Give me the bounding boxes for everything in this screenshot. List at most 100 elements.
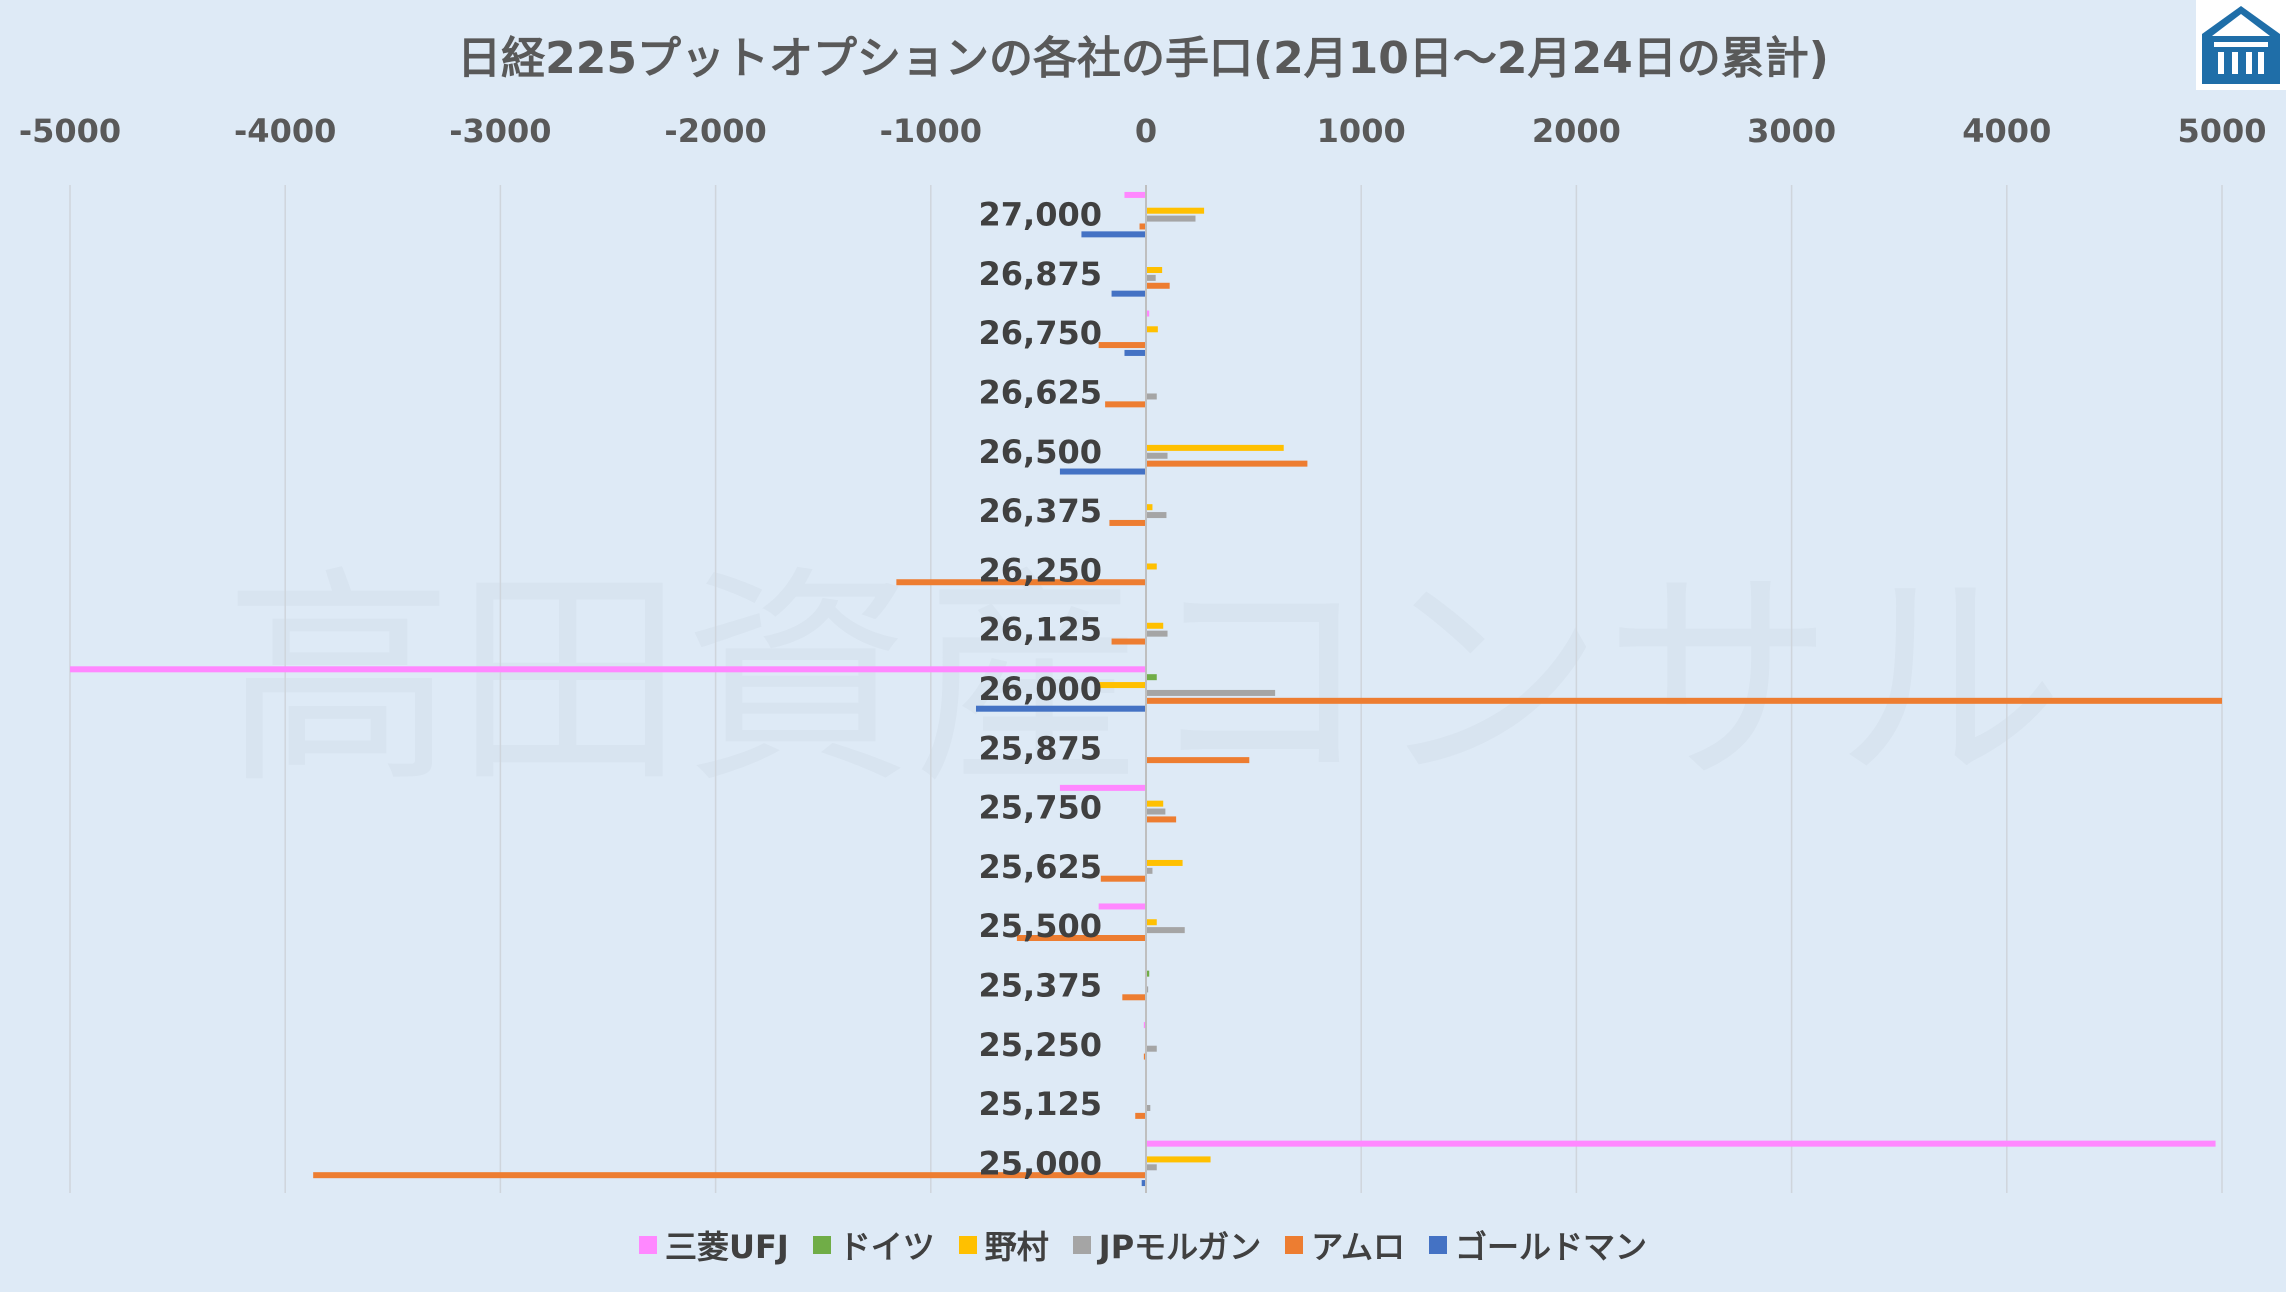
brand-logo <box>2196 0 2286 90</box>
legend-swatch <box>1285 1236 1304 1254</box>
x-tick-label: 1000 <box>1317 112 1406 150</box>
bar <box>1146 310 1150 317</box>
bar <box>1146 274 1156 281</box>
x-tick-label: 0 <box>1135 112 1157 150</box>
legend-item: ドイツ <box>812 1222 935 1268</box>
bar <box>1135 1112 1146 1119</box>
bar <box>1059 468 1146 475</box>
y-tick-label: 25,750 <box>979 789 1102 827</box>
legend-item: 野村 <box>958 1222 1049 1268</box>
y-tick-label: 25,625 <box>979 848 1102 886</box>
bar <box>1146 1164 1157 1171</box>
legend-label: 三菱UFJ <box>665 1228 789 1266</box>
bar <box>1098 682 1146 689</box>
bar <box>896 579 1146 586</box>
bar <box>1146 867 1153 874</box>
bar <box>1146 1105 1151 1111</box>
bar <box>1139 223 1146 230</box>
y-tick-label: 27,000 <box>979 196 1102 234</box>
bar <box>1146 444 1284 451</box>
x-tick-label: -1000 <box>880 112 982 150</box>
bar <box>1146 1156 1211 1163</box>
x-tick-label: 2000 <box>1532 112 1621 150</box>
bar <box>1146 927 1185 934</box>
legend-label: ゴールドマン <box>1454 1228 1647 1266</box>
legend-label: JPモルガン <box>1098 1228 1262 1266</box>
y-tick-label: 25,250 <box>979 1026 1102 1064</box>
bar <box>1146 504 1153 511</box>
bar <box>1146 1140 2216 1147</box>
bar <box>1100 875 1146 882</box>
y-tick-label: 26,750 <box>979 314 1102 352</box>
bar <box>1143 1022 1146 1029</box>
bar <box>1146 800 1164 807</box>
bar <box>1146 919 1157 926</box>
legend-swatch <box>958 1236 977 1254</box>
legend-item: ゴールドマン <box>1428 1222 1647 1268</box>
bar <box>1124 349 1146 356</box>
y-tick-label: 25,125 <box>979 1085 1102 1123</box>
bar <box>1146 267 1163 273</box>
bar <box>1111 638 1146 645</box>
bar <box>1146 393 1157 400</box>
bar <box>1081 231 1146 238</box>
legend-label: ドイツ <box>838 1228 935 1266</box>
legend-item: アムロ <box>1285 1222 1405 1268</box>
bar <box>1146 215 1196 222</box>
x-tick-label: 5000 <box>2177 112 2266 150</box>
bar <box>1146 622 1164 629</box>
bar <box>1122 994 1146 1001</box>
y-tick-label: 26,000 <box>979 670 1102 708</box>
bar <box>1109 519 1146 526</box>
y-tick-label: 25,875 <box>979 729 1102 767</box>
bar <box>1146 859 1183 866</box>
bar <box>313 1172 1146 1179</box>
y-tick-label: 26,625 <box>979 374 1102 412</box>
y-tick-label: 26,875 <box>979 255 1102 293</box>
bar <box>1146 630 1168 637</box>
bar <box>1016 935 1146 941</box>
bar <box>1146 207 1205 214</box>
x-tick-label: 3000 <box>1747 112 1836 150</box>
legend-label: アムロ <box>1311 1228 1405 1266</box>
bar <box>1146 512 1167 519</box>
bar <box>1146 986 1149 993</box>
legend-swatch <box>639 1236 657 1254</box>
bar <box>1146 460 1308 467</box>
legend-swatch <box>1072 1236 1091 1254</box>
bar <box>1105 401 1146 408</box>
legend-item: JPモルガン <box>1072 1222 1262 1268</box>
bar <box>1146 674 1157 681</box>
chart-title: 日経225プットオプションの各社の手口(2月10日～2月24日の累計) <box>457 33 1829 84</box>
bar <box>1146 808 1166 815</box>
bar <box>1143 1053 1146 1060</box>
bar <box>1146 970 1150 977</box>
legend-swatch <box>812 1236 831 1254</box>
bar <box>1146 816 1177 823</box>
bar <box>1146 1045 1157 1052</box>
legend-swatch <box>1428 1236 1447 1254</box>
y-tick-label: 25,500 <box>979 907 1102 945</box>
y-tick-label: 25,000 <box>979 1144 1102 1182</box>
bar <box>1124 191 1146 198</box>
bar <box>1146 697 2222 704</box>
legend-label: 野村 <box>984 1228 1049 1266</box>
bar <box>975 705 1146 712</box>
bar <box>1146 282 1170 289</box>
y-tick-label: 26,500 <box>979 433 1102 471</box>
bar <box>1141 1180 1146 1187</box>
y-tick-label: 26,250 <box>979 551 1102 589</box>
bar <box>1059 784 1146 791</box>
bar <box>1146 563 1157 570</box>
bar <box>1098 342 1146 349</box>
bar <box>1111 290 1146 297</box>
x-tick-label: 4000 <box>1962 112 2051 150</box>
y-tick-label: 26,375 <box>979 492 1102 530</box>
x-tick-label: -4000 <box>234 112 336 150</box>
x-tick-label: -3000 <box>449 112 551 150</box>
legend: 三菱UFJ ドイツ 野村 JPモルガン アムロ ゴールドマン <box>0 1222 2286 1268</box>
bar <box>1146 326 1158 333</box>
legend-item: 三菱UFJ <box>639 1222 789 1268</box>
